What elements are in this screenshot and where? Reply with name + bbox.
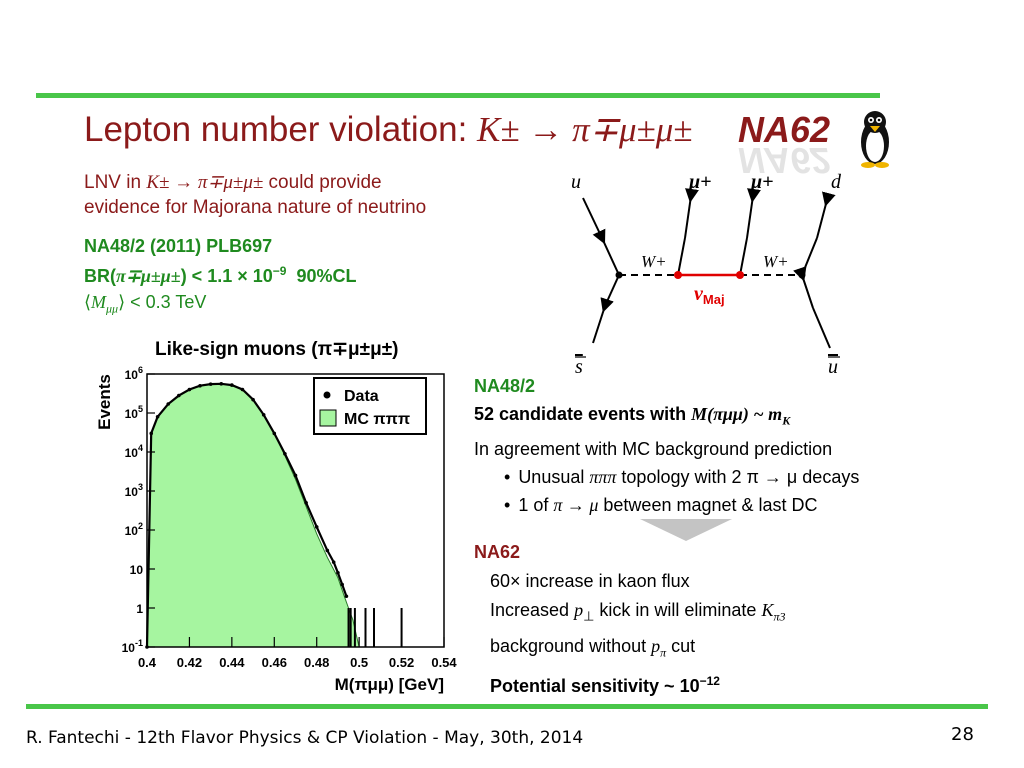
data-point <box>314 525 319 529</box>
footer-text: R. Fantechi - 12th Flavor Physics & CP V… <box>26 728 584 748</box>
data-point <box>344 594 349 599</box>
pt-kick-line: Increased p⊥ kick in will eliminate Kπ3 <box>490 600 786 624</box>
agreement-line: In agreement with MC background predicti… <box>474 438 833 459</box>
data-point <box>230 383 234 387</box>
fermion-lines <box>582 188 836 349</box>
slide-title: Lepton number violation: K± → π∓μ±μ± <box>84 110 693 149</box>
vertex <box>798 271 806 279</box>
label-w2: W+ <box>763 252 789 271</box>
y-tick-label: 106 <box>125 365 143 382</box>
histogram-plot: 10-1 1 10 102 103 104 105 106 0.4 0.42 0.44 0.46 0.… <box>95 365 457 694</box>
data-point <box>198 383 202 388</box>
data-point <box>240 387 245 392</box>
data-point <box>283 451 287 456</box>
vertex <box>615 271 623 279</box>
na62-heading: NA62 <box>474 542 521 562</box>
label-d: d <box>831 171 842 193</box>
label-w1: W+ <box>641 252 667 271</box>
data-point <box>340 582 344 587</box>
background-line: background without pπ cut <box>490 635 696 660</box>
label-ubar: u <box>828 356 838 378</box>
data-point <box>261 412 266 417</box>
data-point <box>251 397 255 402</box>
legend-mc-swatch <box>319 409 337 427</box>
data-point <box>331 560 336 564</box>
feynman-diagram: u μ+ μ+ d W+ W+ νMaj s u <box>571 171 842 378</box>
bottom-divider <box>26 704 988 709</box>
data-point <box>166 402 171 406</box>
bullet-item: 1 of π → μ between magnet & last DC <box>504 491 859 519</box>
x-tick-label: 0.42 <box>177 655 202 670</box>
label-mu1: μ+ <box>688 171 712 193</box>
mass-limit: ⟨Mμμ⟩ < 0.3 TeV <box>84 292 207 316</box>
data-point <box>155 414 160 419</box>
svg-text:NA62: NA62 <box>738 140 830 176</box>
top-divider <box>36 93 880 98</box>
kaon-flux: 60× increase in kaon flux <box>490 571 690 591</box>
vertex <box>736 271 744 279</box>
data-point <box>325 548 330 553</box>
x-tick-label: 0.4 <box>138 655 157 670</box>
data-point <box>187 387 192 392</box>
data-point <box>304 500 308 505</box>
x-tick-label: 0.44 <box>219 655 245 670</box>
data-point <box>177 393 181 398</box>
legend-data-marker <box>323 391 331 399</box>
na48-heading: NA48/2 <box>474 376 536 396</box>
svg-text:NA62: NA62 <box>738 109 830 150</box>
label-mu2: μ+ <box>750 171 774 193</box>
y-tick-label: 102 <box>125 521 143 538</box>
label-nu: νMaj <box>694 283 725 307</box>
y-axis-label: Events <box>95 374 114 430</box>
label-u: u <box>571 171 581 193</box>
na62-logo: NA62 NA62 <box>738 109 889 176</box>
na48-box: NA48/2 52 candidate events with M(πμμ) ~… <box>474 372 859 519</box>
na48-bullets: Unusual πππ topology with 2 π → μ decays… <box>474 463 859 519</box>
x-tick-label: 0.5 <box>350 655 368 670</box>
x-tick-label: 0.46 <box>262 655 287 670</box>
y-tick-label: 10 <box>130 563 144 577</box>
data-point <box>293 473 298 478</box>
y-tick-label: 103 <box>125 482 143 499</box>
data-point <box>336 570 340 575</box>
down-arrow-icon <box>640 519 732 541</box>
legend-mc-label: MC πππ <box>344 411 410 428</box>
label-sbar: s <box>575 356 583 378</box>
candidate-events: 52 candidate events with M(πμμ) ~ mK <box>474 404 791 428</box>
x-axis-label: M(πμμ) [GeV] <box>335 675 444 694</box>
data-point <box>149 431 154 436</box>
page-number: 28 <box>951 724 974 745</box>
penguin-icon <box>861 111 889 168</box>
sensitivity-line: Potential sensitivity ~ 10−12 <box>490 674 720 697</box>
legend-data-label: Data <box>344 388 379 405</box>
y-tick-label: 104 <box>125 443 143 460</box>
y-tick-label: 105 <box>125 404 143 421</box>
lnv-statement: LNV in K± → π∓μ±μ± could provide evidenc… <box>84 172 427 218</box>
plot-title: Like-sign muons (π∓μ±μ±) <box>155 339 399 360</box>
x-tick-label: 0.54 <box>431 655 457 670</box>
na48-reference: NA48/2 (2011) PLB697 <box>84 236 273 256</box>
bullet-item: Unusual πππ topology with 2 π → μ decays <box>504 463 859 491</box>
plot-frame <box>146 373 445 648</box>
data-point <box>219 382 224 386</box>
x-tick-label: 0.48 <box>304 655 329 670</box>
legend: Data MC πππ <box>313 377 427 435</box>
vertex <box>674 271 682 279</box>
data-point <box>208 382 213 386</box>
y-tick-label: 10-1 <box>122 638 143 655</box>
x-tick-label: 0.52 <box>389 655 414 670</box>
y-tick-label: 1 <box>136 602 143 616</box>
na62-logo-wordmark: NA62 NA62 <box>738 109 830 176</box>
data-point <box>272 431 277 436</box>
branching-ratio: BR(π∓μ±μ±) < 1.1 × 10−9 90%CL <box>84 264 357 286</box>
na48-result: NA48/2 (2011) PLB697 BR(π∓μ±μ±) < 1.1 × … <box>84 234 357 289</box>
na62-box: NA62 60× increase in kaon flux Increased… <box>474 538 785 701</box>
